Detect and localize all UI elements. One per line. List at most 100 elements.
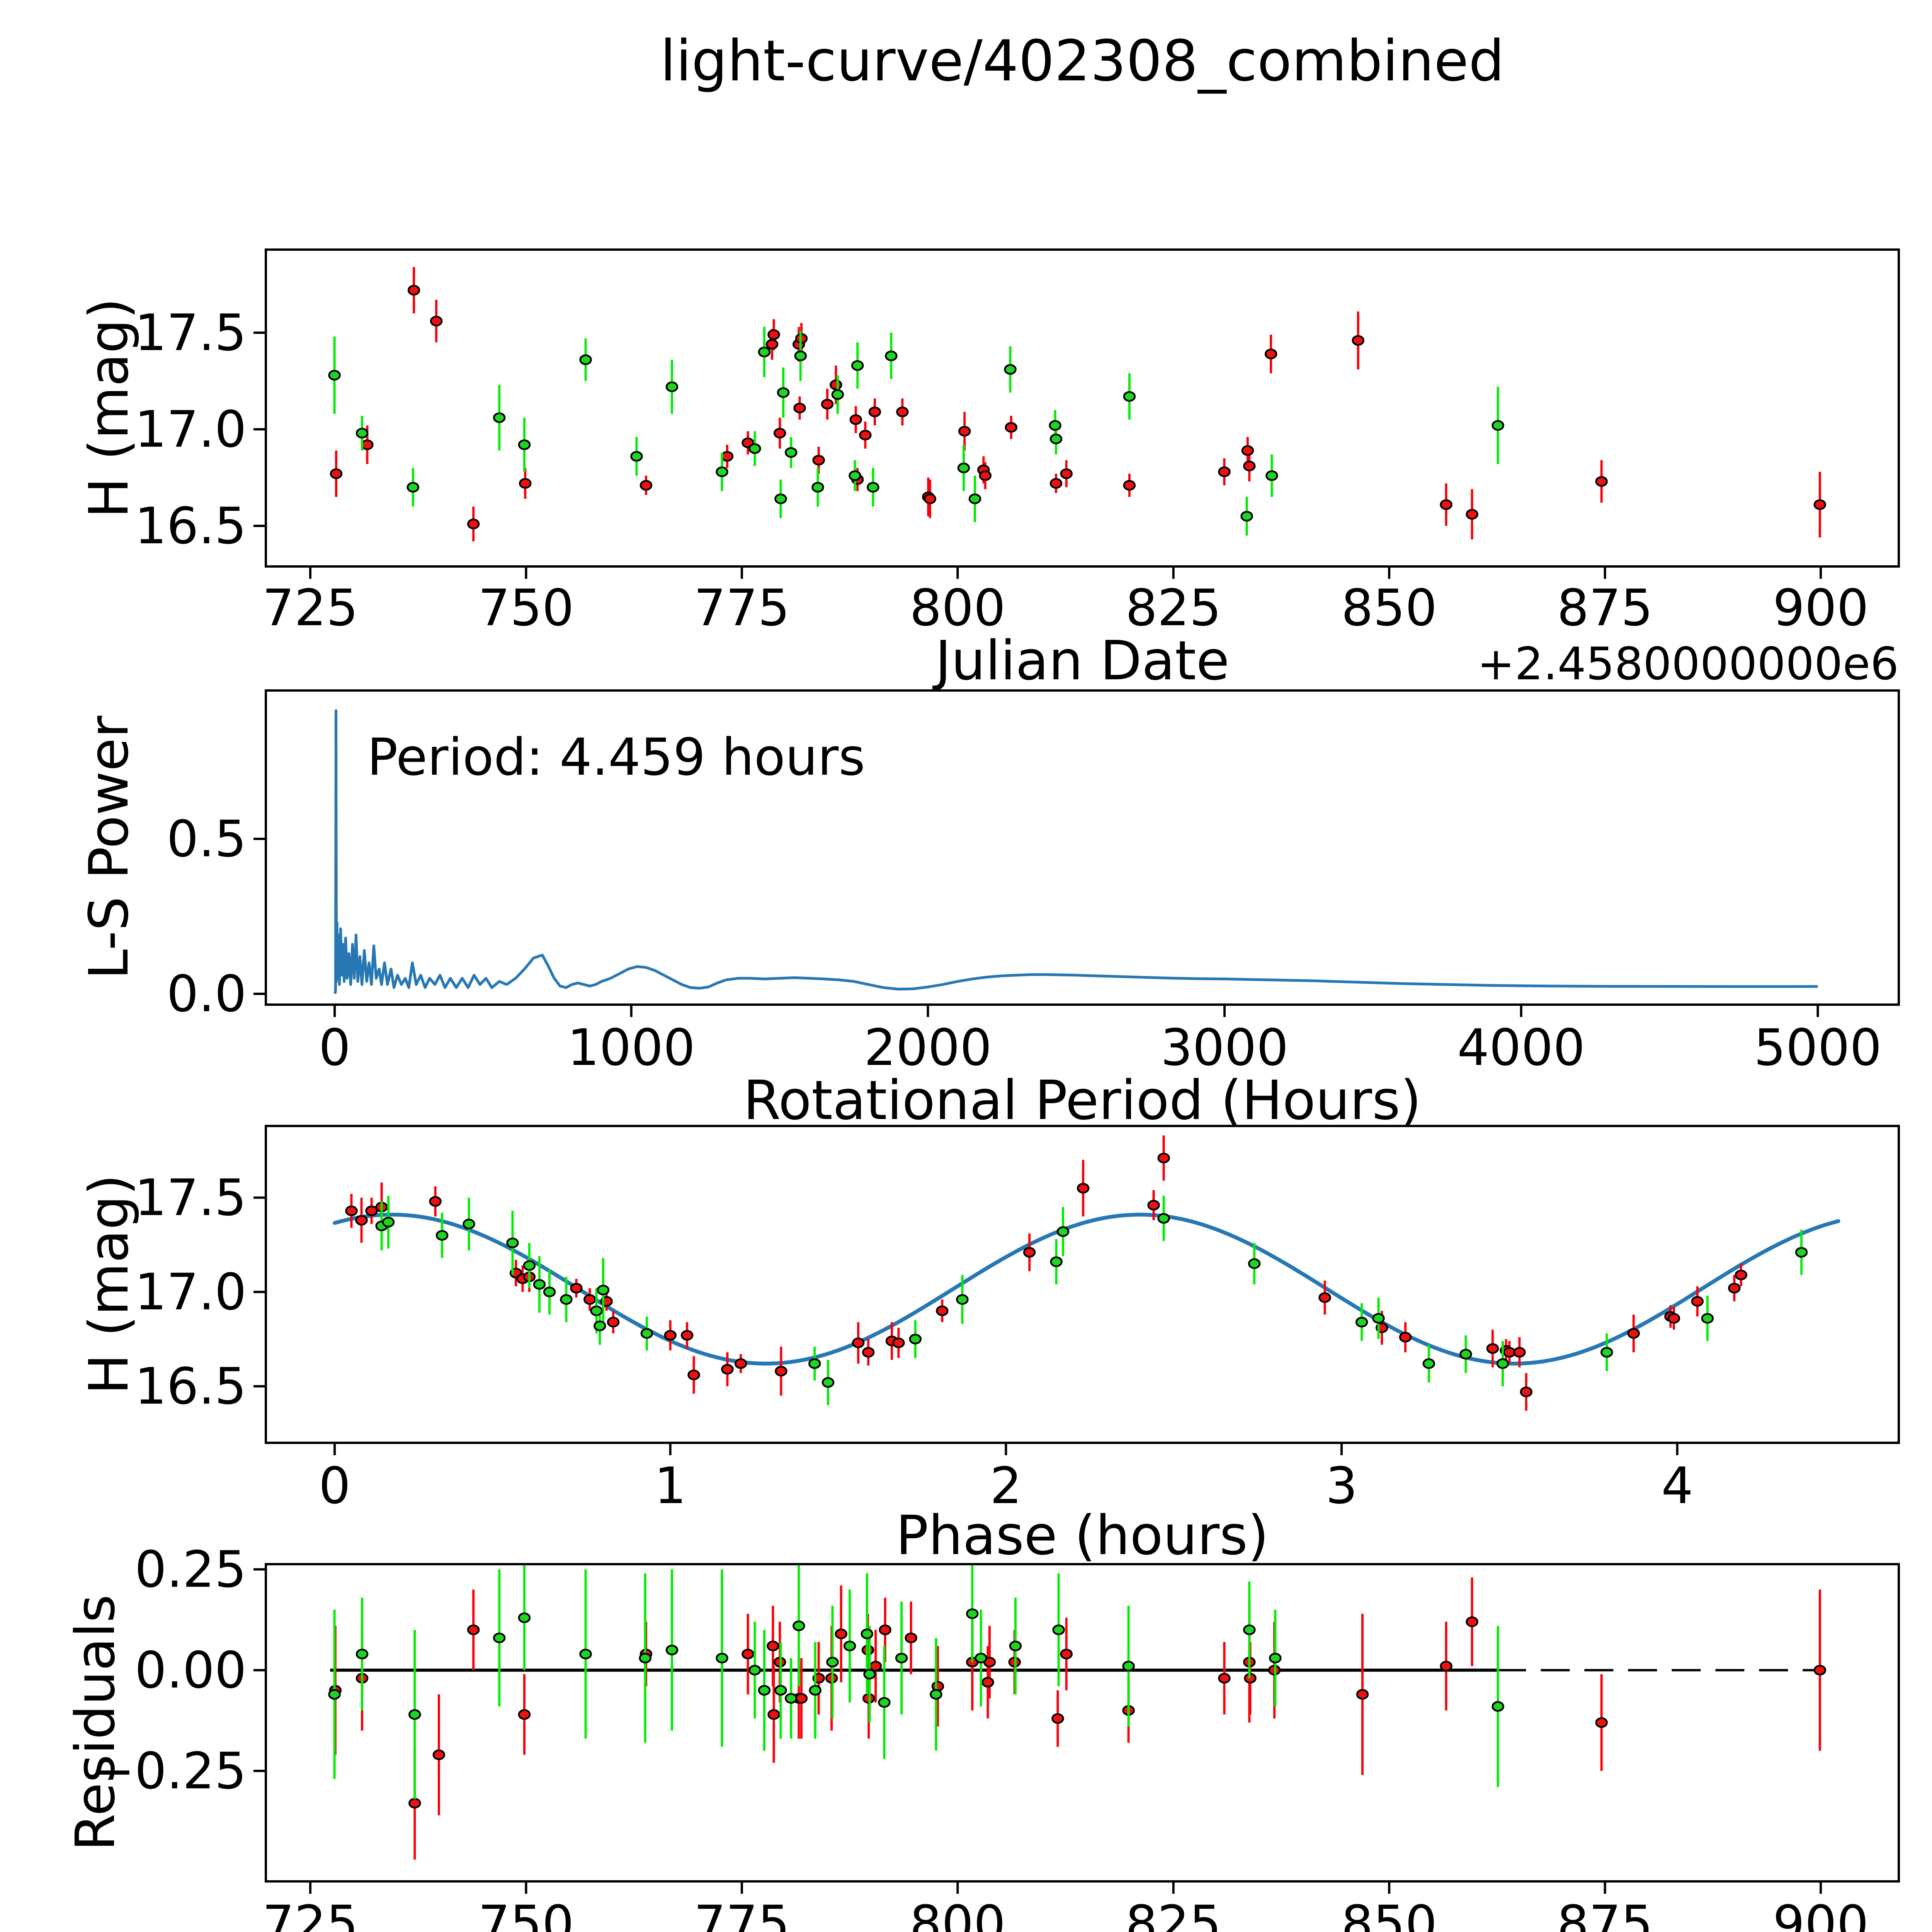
red-data-point xyxy=(879,1624,891,1635)
red-data-point xyxy=(570,1283,583,1294)
green-data-point xyxy=(594,1320,606,1332)
red-data-point xyxy=(345,1205,358,1216)
red-data-point xyxy=(923,493,937,504)
red-data-point xyxy=(429,1196,442,1207)
red-data-point xyxy=(1318,1292,1331,1303)
red-data-point xyxy=(775,1366,787,1377)
red-data-point xyxy=(896,406,909,417)
red-data-point xyxy=(1503,1347,1516,1358)
x-axis-label: Rotational Period (Hours) xyxy=(743,1069,1421,1132)
green-data-point xyxy=(1049,420,1061,431)
x-axis-label: Phase (hours) xyxy=(896,1504,1269,1567)
red-data-point xyxy=(830,379,842,390)
green-data-point xyxy=(930,1689,942,1700)
red-data-point xyxy=(1466,1616,1478,1627)
red-data-point xyxy=(1595,1717,1608,1728)
green-data-point xyxy=(579,1648,592,1660)
red-data-point xyxy=(1147,1200,1160,1211)
green-data-point xyxy=(506,1237,519,1248)
green-data-point xyxy=(1372,1313,1385,1324)
y-axis-label: L-S Power xyxy=(78,716,141,980)
green-data-point xyxy=(1123,391,1136,402)
green-data-point xyxy=(957,463,970,473)
red-data-point xyxy=(664,1330,677,1341)
green-data-point xyxy=(716,1653,728,1663)
y-axis-label: H (mag) xyxy=(78,1174,141,1395)
green-data-point xyxy=(867,482,879,493)
green-data-point xyxy=(784,1693,798,1704)
green-data-point xyxy=(793,1620,805,1631)
green-data-point xyxy=(1157,1213,1170,1224)
axes-spines xyxy=(265,248,1900,568)
red-data-point xyxy=(767,329,780,340)
green-data-point xyxy=(406,482,420,493)
green-data-point xyxy=(1265,470,1278,481)
green-data-point xyxy=(435,1230,449,1241)
green-data-point xyxy=(1248,1258,1261,1269)
green-data-point xyxy=(630,451,643,462)
green-data-point xyxy=(665,1645,679,1655)
green-data-point xyxy=(811,482,824,493)
green-data-point xyxy=(885,350,898,361)
x-tick-label: 0 xyxy=(319,1018,351,1077)
green-data-point xyxy=(533,1279,546,1290)
red-data-point xyxy=(1691,1296,1704,1307)
x-tick-label: 3 xyxy=(1326,1456,1358,1515)
x-tick-label: 725 xyxy=(262,1895,358,1932)
red-data-point xyxy=(407,285,420,296)
x-tick-label: 800 xyxy=(910,1895,1005,1932)
green-data-point xyxy=(774,493,787,504)
red-data-point xyxy=(408,1798,421,1809)
green-data-point xyxy=(1004,364,1017,375)
green-data-point xyxy=(878,1697,891,1708)
red-data-point xyxy=(773,428,786,439)
red-data-point xyxy=(1049,478,1063,489)
red-data-point xyxy=(1005,422,1018,433)
y-tick-label: 0.0 xyxy=(167,964,247,1023)
panel-jd-magnitude: 725 750 775 800 825 850 875 900 16.5 17.0 17.5 Juli… xyxy=(78,248,1900,692)
panel-periodogram: 0 1000 2000 3000 4000 5000 0.0 0.5 Rotational Pe… xyxy=(78,689,1900,1132)
red-data-point xyxy=(862,1347,875,1358)
red-data-point xyxy=(518,1709,531,1720)
green-data-point xyxy=(863,1669,876,1680)
red-data-point xyxy=(905,1633,917,1643)
green-data-point xyxy=(809,1685,822,1696)
red-data-point xyxy=(821,399,834,410)
red-data-point xyxy=(892,1337,905,1349)
green-data-point xyxy=(1050,1256,1063,1267)
red-data-point xyxy=(687,1369,700,1381)
red-data-point xyxy=(859,430,872,440)
green-data-point xyxy=(328,1689,341,1700)
x-tick-label: 750 xyxy=(478,578,574,637)
x-axis-label: Julian Date xyxy=(932,629,1229,692)
x-tick-label: 875 xyxy=(1557,578,1653,637)
red-data-point xyxy=(981,1677,994,1688)
green-data-point xyxy=(956,1294,969,1305)
green-data-point xyxy=(1052,1624,1065,1635)
red-data-point xyxy=(767,1709,780,1720)
red-data-point xyxy=(432,1749,446,1760)
green-data-point xyxy=(590,1305,603,1316)
x-tick-label: 3000 xyxy=(1161,1018,1289,1077)
y-tick-label: 17.5 xyxy=(135,303,247,362)
green-data-point xyxy=(543,1286,556,1298)
red-data-point xyxy=(1667,1313,1680,1324)
x-tick-label: 5000 xyxy=(1754,1018,1882,1077)
red-data-point xyxy=(680,1330,694,1341)
x-tick-label: 825 xyxy=(1126,578,1221,637)
x-tick-label: 825 xyxy=(1126,1895,1221,1932)
red-series xyxy=(329,1577,1827,1860)
x-tick-label: 850 xyxy=(1341,1895,1437,1932)
x-tick-label: 4 xyxy=(1661,1456,1693,1515)
model-sine-curve xyxy=(333,1213,1840,1366)
red-data-point xyxy=(1627,1328,1640,1339)
y-tick-label: 17.0 xyxy=(135,1263,247,1321)
green-data-point xyxy=(355,1648,369,1660)
green-data-point xyxy=(355,428,369,439)
green-data-point xyxy=(579,354,592,365)
red-data-point xyxy=(767,1641,779,1651)
red-data-point xyxy=(1520,1386,1533,1397)
green-data-point xyxy=(777,387,790,398)
red-data-point xyxy=(1051,1713,1064,1724)
